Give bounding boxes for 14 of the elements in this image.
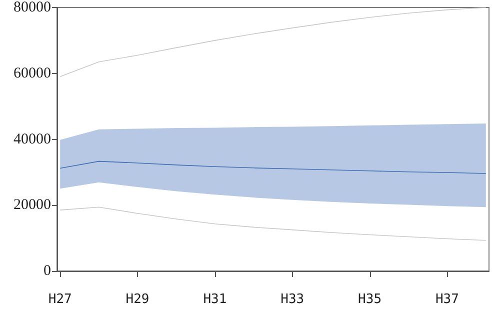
x-tick-label: H33 — [280, 292, 304, 307]
y-tick-label: 20000 — [14, 197, 51, 214]
line-series — [60, 7, 486, 78]
line-series — [60, 160, 486, 174]
x-tick-label: H35 — [358, 292, 382, 307]
line-series — [60, 206, 486, 241]
x-tick-label: H29 — [126, 292, 150, 307]
y-tick-label: 80000 — [14, 0, 51, 16]
y-tick-label: 40000 — [14, 131, 51, 148]
y-tick-label: 0 — [44, 263, 51, 279]
x-tick-label: H37 — [435, 292, 459, 307]
x-tick-label: H31 — [203, 292, 227, 307]
y-tick-label: 60000 — [14, 65, 51, 82]
x-tick-label: H27 — [48, 292, 72, 307]
